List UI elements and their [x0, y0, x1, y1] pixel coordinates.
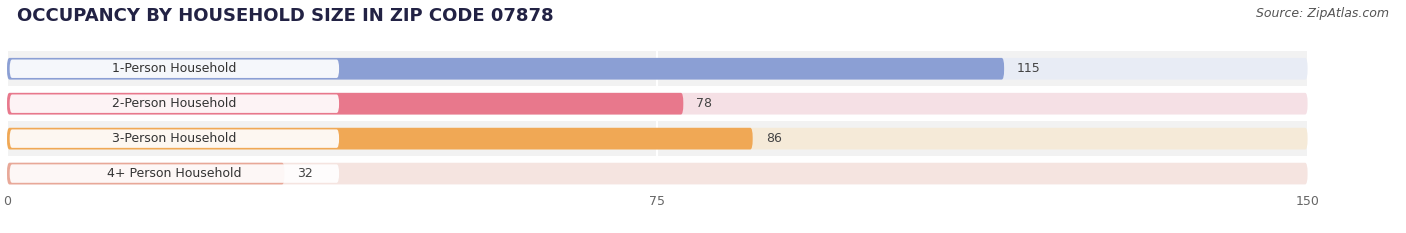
FancyBboxPatch shape: [7, 58, 1004, 80]
FancyBboxPatch shape: [7, 156, 1308, 191]
Text: 86: 86: [766, 132, 782, 145]
FancyBboxPatch shape: [10, 129, 339, 148]
FancyBboxPatch shape: [7, 86, 1308, 121]
FancyBboxPatch shape: [7, 58, 1308, 80]
FancyBboxPatch shape: [7, 163, 1308, 185]
FancyBboxPatch shape: [7, 93, 1308, 115]
FancyBboxPatch shape: [7, 128, 1308, 150]
FancyBboxPatch shape: [7, 121, 1308, 156]
FancyBboxPatch shape: [7, 93, 683, 115]
FancyBboxPatch shape: [7, 128, 752, 150]
FancyBboxPatch shape: [7, 51, 1308, 86]
FancyBboxPatch shape: [10, 94, 339, 113]
FancyBboxPatch shape: [7, 163, 284, 185]
Text: 3-Person Household: 3-Person Household: [112, 132, 236, 145]
Text: 78: 78: [696, 97, 713, 110]
FancyBboxPatch shape: [10, 164, 339, 183]
Text: 115: 115: [1017, 62, 1040, 75]
Text: 1-Person Household: 1-Person Household: [112, 62, 236, 75]
Text: 32: 32: [298, 167, 314, 180]
Text: Source: ZipAtlas.com: Source: ZipAtlas.com: [1256, 7, 1389, 20]
FancyBboxPatch shape: [10, 59, 339, 78]
Text: 2-Person Household: 2-Person Household: [112, 97, 236, 110]
Text: 4+ Person Household: 4+ Person Household: [107, 167, 242, 180]
Text: OCCUPANCY BY HOUSEHOLD SIZE IN ZIP CODE 07878: OCCUPANCY BY HOUSEHOLD SIZE IN ZIP CODE …: [17, 7, 554, 25]
